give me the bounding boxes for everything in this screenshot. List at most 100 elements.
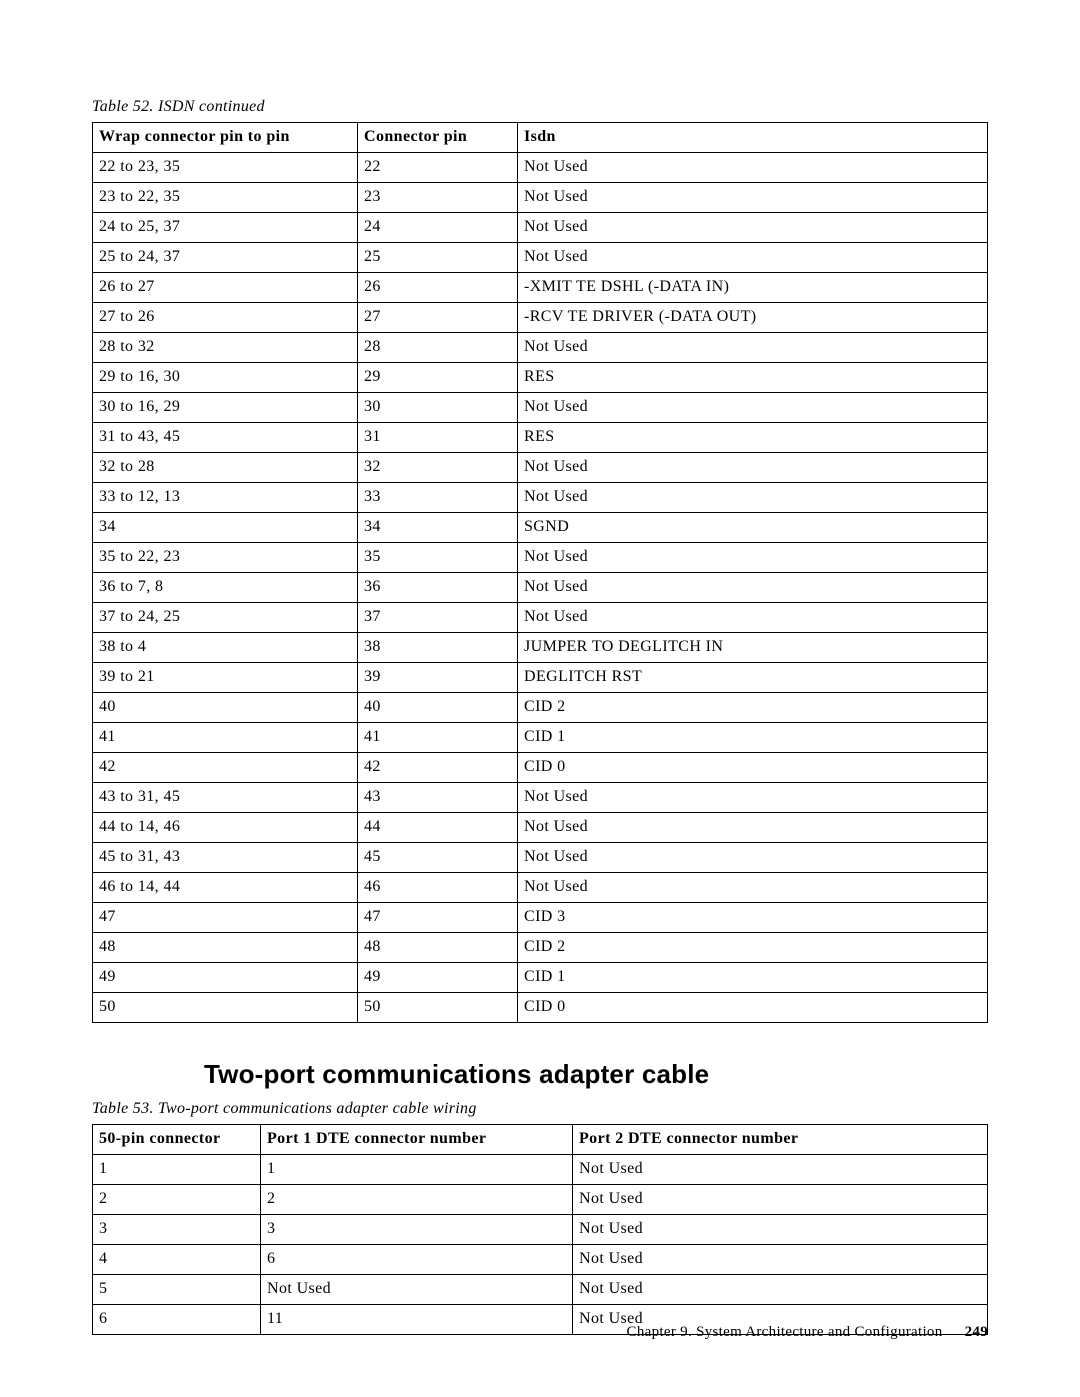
table-cell: 28: [358, 333, 518, 363]
table-cell: 42: [93, 753, 358, 783]
table-cell: JUMPER TO DEGLITCH IN: [518, 633, 988, 663]
table-cell: 46 to 14, 44: [93, 873, 358, 903]
table-cell: Not Used: [573, 1215, 988, 1245]
page: Table 52. ISDN continued Wrap connector …: [0, 0, 1080, 1397]
table-cell: 1: [261, 1155, 573, 1185]
table-cell: 37 to 24, 25: [93, 603, 358, 633]
table-cell: 5: [93, 1275, 261, 1305]
table-cell: Not Used: [573, 1275, 988, 1305]
table-cell: 33: [358, 483, 518, 513]
table-cell: 44: [358, 813, 518, 843]
table1-header-row: Wrap connector pin to pin Connector pin …: [93, 123, 988, 153]
table-cell: 28 to 32: [93, 333, 358, 363]
table-cell: Not Used: [518, 183, 988, 213]
table2-h3: Port 2 DTE connector number: [573, 1125, 988, 1155]
table-cell: Not Used: [518, 813, 988, 843]
table-cell: 27: [358, 303, 518, 333]
table-row: 5Not UsedNot Used: [93, 1275, 988, 1305]
table-row: 22 to 23, 3522Not Used: [93, 153, 988, 183]
table-cell: Not Used: [518, 243, 988, 273]
table-cell: 40: [358, 693, 518, 723]
table-row: 39 to 2139DEGLITCH RST: [93, 663, 988, 693]
table-cell: 6: [93, 1305, 261, 1335]
footer-chapter: Chapter 9. System Architecture and Confi…: [627, 1324, 943, 1340]
table-row: 3434SGND: [93, 513, 988, 543]
table-cell: 47: [358, 903, 518, 933]
table-cell: 37: [358, 603, 518, 633]
table-row: 38 to 438JUMPER TO DEGLITCH IN: [93, 633, 988, 663]
table-row: 45 to 31, 4345Not Used: [93, 843, 988, 873]
table-row: 4949CID 1: [93, 963, 988, 993]
table-row: 32 to 2832Not Used: [93, 453, 988, 483]
table-cell: -RCV TE DRIVER (-DATA OUT): [518, 303, 988, 333]
table-cell: 31: [358, 423, 518, 453]
table2-header-row: 50-pin connector Port 1 DTE connector nu…: [93, 1125, 988, 1155]
table-cell: 2: [261, 1185, 573, 1215]
table-cell: 39: [358, 663, 518, 693]
table-cell: 24 to 25, 37: [93, 213, 358, 243]
table-cell: 48: [93, 933, 358, 963]
table-cell: Not Used: [518, 153, 988, 183]
table-row: 29 to 16, 3029RES: [93, 363, 988, 393]
table-cell: 2: [93, 1185, 261, 1215]
table-cell: CID 1: [518, 723, 988, 753]
table-cell: 49: [358, 963, 518, 993]
table-row: 33 to 12, 1333Not Used: [93, 483, 988, 513]
table-cell: 35 to 22, 23: [93, 543, 358, 573]
table-row: 4040CID 2: [93, 693, 988, 723]
table1-h2: Connector pin: [358, 123, 518, 153]
table-cell: 26 to 27: [93, 273, 358, 303]
table-cell: 26: [358, 273, 518, 303]
table-cell: 29 to 16, 30: [93, 363, 358, 393]
table-cell: 47: [93, 903, 358, 933]
table2-h2: Port 1 DTE connector number: [261, 1125, 573, 1155]
table-cell: 34: [358, 513, 518, 543]
table-cell: 49: [93, 963, 358, 993]
table-two-port: 50-pin connector Port 1 DTE connector nu…: [92, 1124, 988, 1335]
table-row: 46 to 14, 4446Not Used: [93, 873, 988, 903]
table-cell: 41: [358, 723, 518, 753]
table-cell: 23 to 22, 35: [93, 183, 358, 213]
table-cell: 32: [358, 453, 518, 483]
table-cell: SGND: [518, 513, 988, 543]
table-cell: 34: [93, 513, 358, 543]
table-row: 4141CID 1: [93, 723, 988, 753]
table-cell: 22: [358, 153, 518, 183]
table-isdn: Wrap connector pin to pin Connector pin …: [92, 122, 988, 1023]
table-cell: 32 to 28: [93, 453, 358, 483]
table-row: 4747CID 3: [93, 903, 988, 933]
table-row: 37 to 24, 2537Not Used: [93, 603, 988, 633]
table-cell: RES: [518, 363, 988, 393]
table1-h1: Wrap connector pin to pin: [93, 123, 358, 153]
table-cell: 1: [93, 1155, 261, 1185]
table-cell: 6: [261, 1245, 573, 1275]
table2-caption: Table 53. Two-port communications adapte…: [92, 1100, 988, 1118]
table-cell: 50: [93, 993, 358, 1023]
table-cell: Not Used: [518, 333, 988, 363]
table-cell: 27 to 26: [93, 303, 358, 333]
table-cell: 39 to 21: [93, 663, 358, 693]
table-row: 46Not Used: [93, 1245, 988, 1275]
table-cell: Not Used: [518, 213, 988, 243]
table-cell: 50: [358, 993, 518, 1023]
table-cell: Not Used: [573, 1245, 988, 1275]
table-cell: 36 to 7, 8: [93, 573, 358, 603]
table-cell: 41: [93, 723, 358, 753]
table-cell: 22 to 23, 35: [93, 153, 358, 183]
table-cell: 29: [358, 363, 518, 393]
table-cell: 38 to 4: [93, 633, 358, 663]
table-cell: Not Used: [573, 1155, 988, 1185]
table-cell: 30 to 16, 29: [93, 393, 358, 423]
table-row: 30 to 16, 2930Not Used: [93, 393, 988, 423]
table-cell: RES: [518, 423, 988, 453]
table-cell: 40: [93, 693, 358, 723]
table-row: 31 to 43, 4531RES: [93, 423, 988, 453]
table-cell: Not Used: [573, 1185, 988, 1215]
table-cell: 44 to 14, 46: [93, 813, 358, 843]
table-cell: Not Used: [518, 573, 988, 603]
table-cell: CID 2: [518, 693, 988, 723]
table-cell: CID 2: [518, 933, 988, 963]
table-row: 36 to 7, 836Not Used: [93, 573, 988, 603]
table-row: 11Not Used: [93, 1155, 988, 1185]
table-cell: DEGLITCH RST: [518, 663, 988, 693]
